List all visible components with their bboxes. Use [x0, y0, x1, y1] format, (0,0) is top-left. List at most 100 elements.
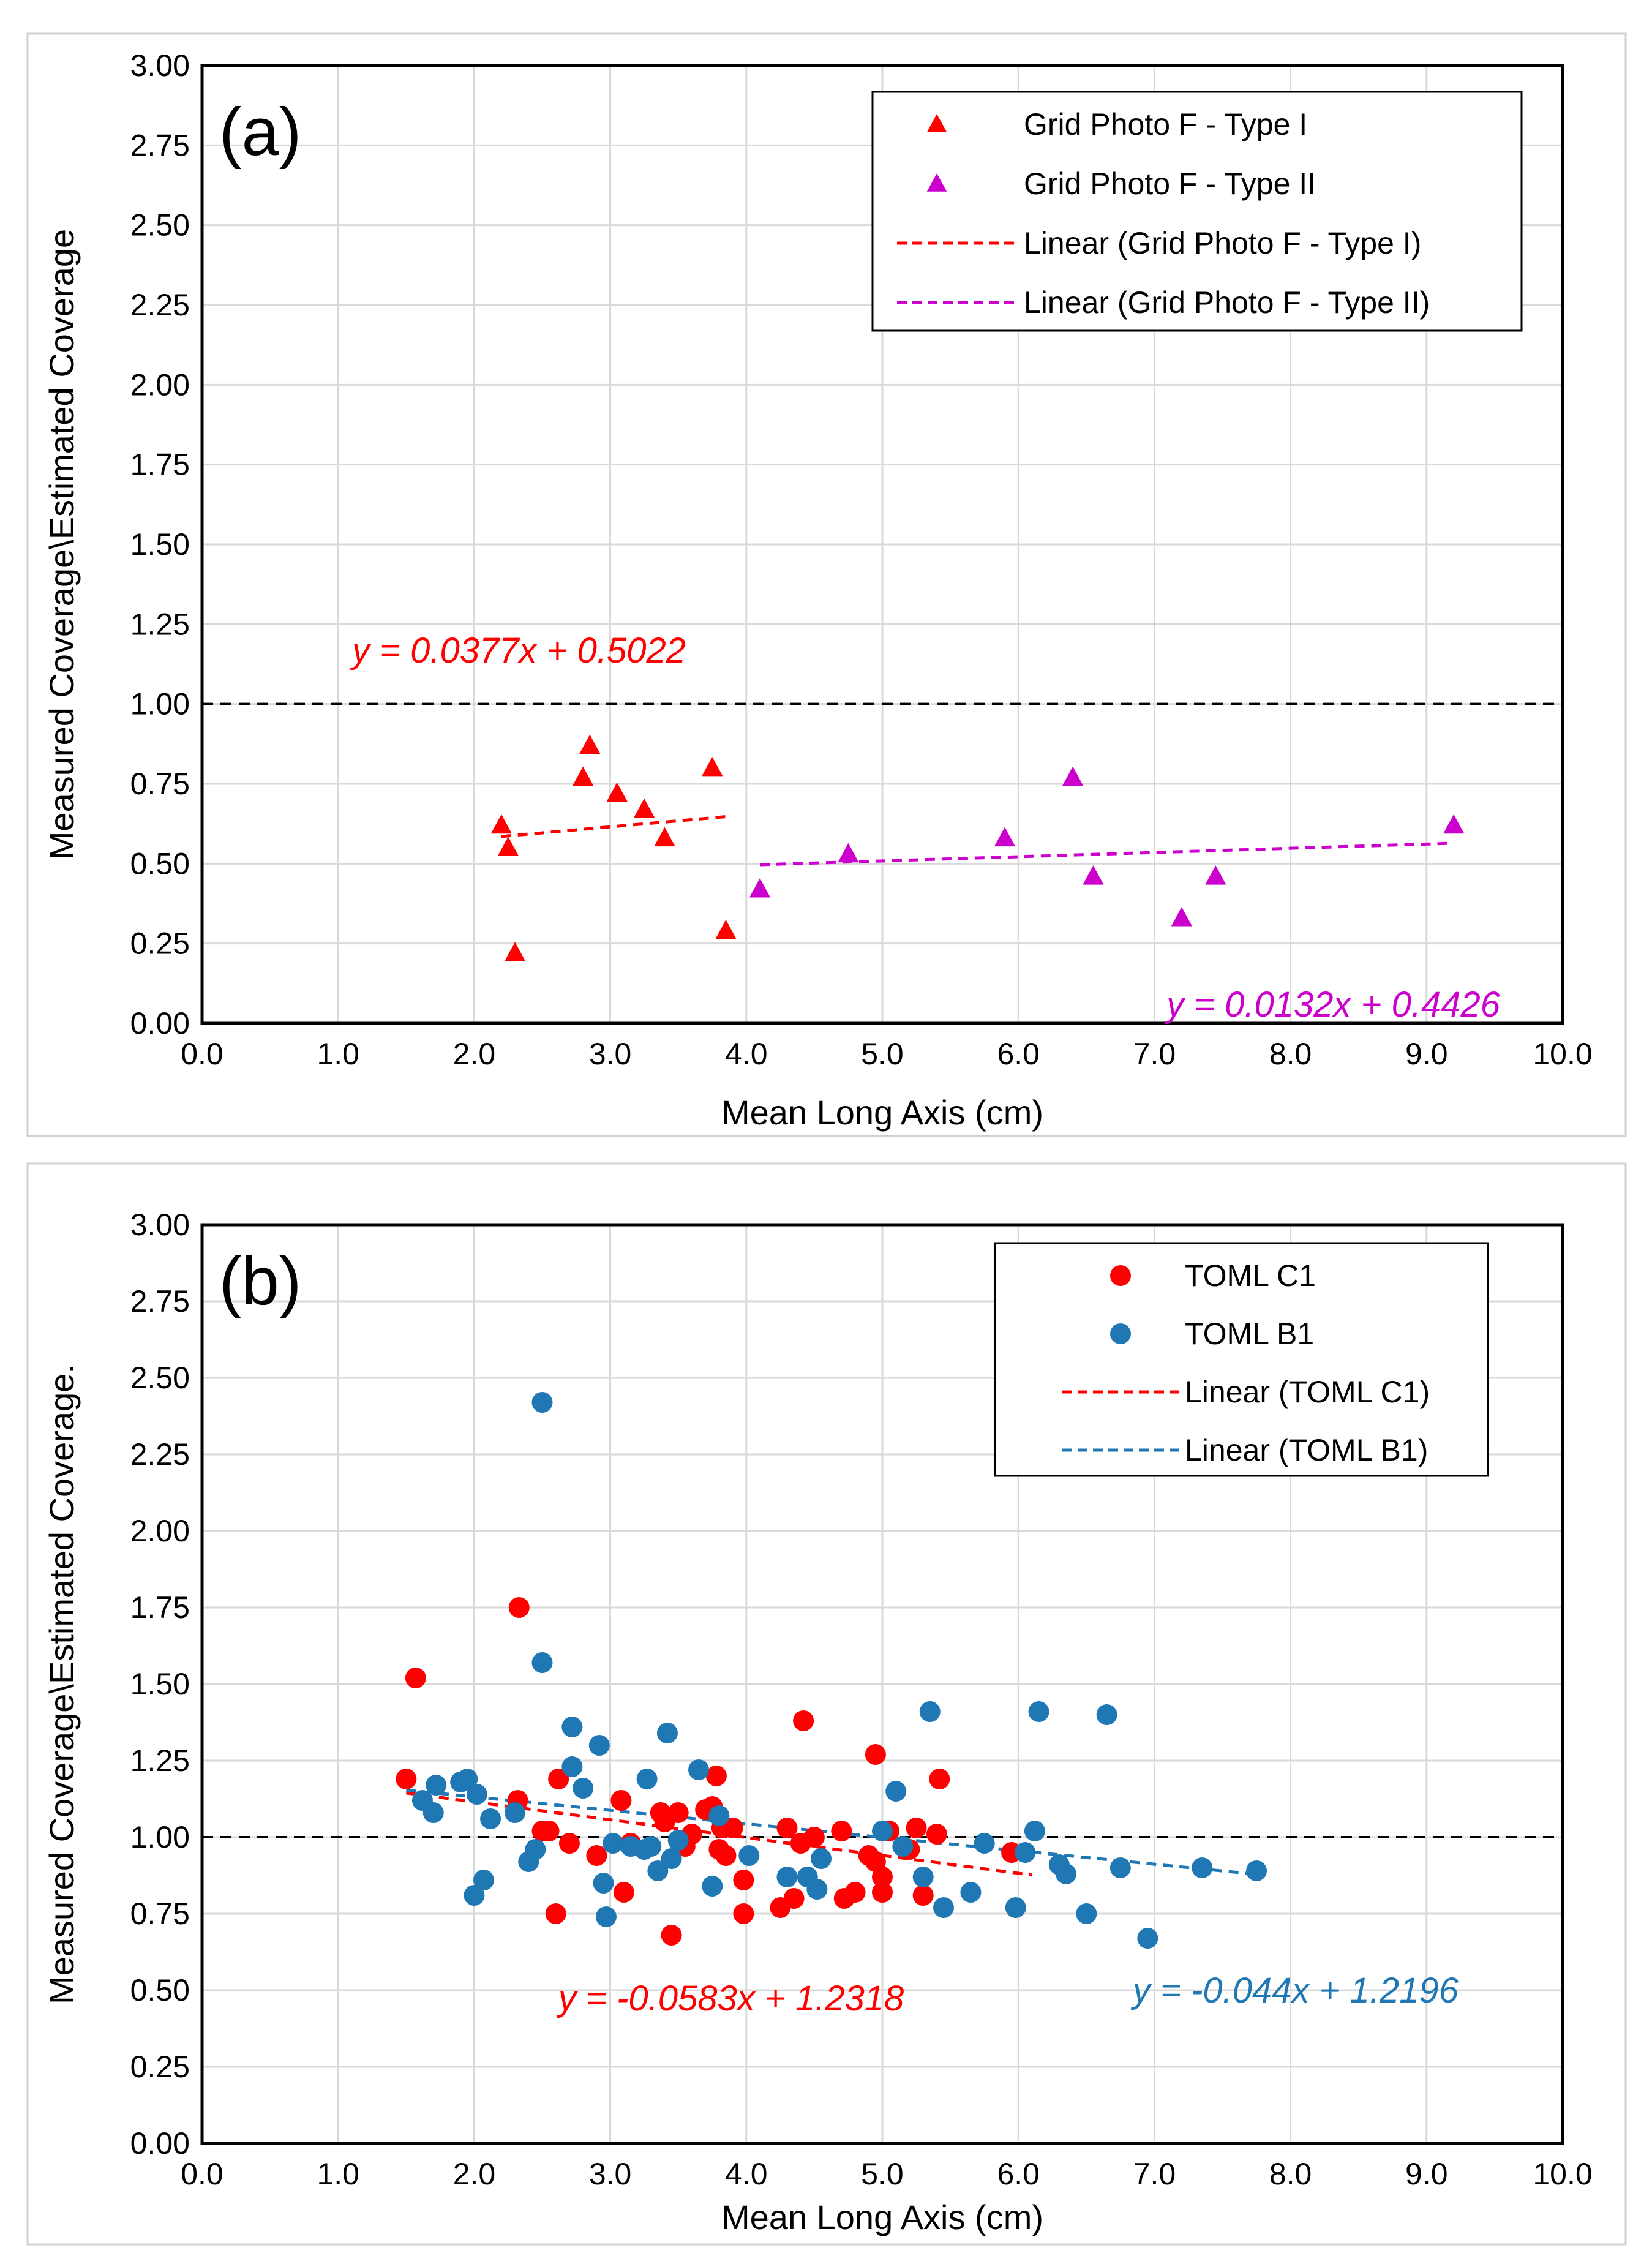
x-tick-label: 2.0 — [453, 2157, 496, 2191]
panel-a-label: (a) — [219, 94, 301, 170]
data-point — [490, 814, 512, 834]
y-tick-label: 3.00 — [130, 1208, 190, 1242]
x-tick-label: 0.0 — [181, 2157, 223, 2191]
data-point — [838, 843, 859, 863]
trendline — [501, 815, 726, 838]
data-point — [573, 766, 594, 786]
data-point — [749, 878, 771, 898]
y-tick-label: 1.25 — [130, 1743, 190, 1778]
x-tick-label: 6.0 — [997, 2157, 1040, 2191]
data-point — [405, 1668, 426, 1688]
data-point — [603, 1833, 624, 1854]
x-tick-label: 10.0 — [1533, 1037, 1592, 1071]
data-point — [715, 1845, 737, 1866]
data-point — [561, 1717, 583, 1737]
trendline-equation: y = -0.0583x + 1.2318 — [556, 1979, 904, 2018]
y-tick-label: 1.00 — [130, 687, 190, 721]
x-tick-label: 9.0 — [1405, 2157, 1448, 2191]
data-point — [872, 1882, 893, 1903]
x-tick-label: 4.0 — [725, 2157, 768, 2191]
data-point — [803, 1827, 825, 1848]
data-point — [1171, 906, 1192, 927]
y-tick-label: 1.75 — [130, 448, 190, 482]
data-point — [504, 942, 526, 961]
x-tick-label: 8.0 — [1269, 1037, 1312, 1071]
data-point — [1109, 1857, 1131, 1878]
data-point — [1205, 865, 1226, 885]
x-tick-label: 2.0 — [453, 1037, 496, 1071]
y-tick-label: 1.50 — [130, 527, 190, 562]
y-tick-label: 0.00 — [130, 2126, 190, 2161]
data-point — [926, 1824, 947, 1845]
data-point — [994, 827, 1016, 847]
data-point — [586, 1845, 607, 1866]
data-point — [661, 1925, 682, 1946]
data-point — [733, 1903, 754, 1924]
y-tick-label: 0.50 — [130, 846, 190, 881]
data-point — [593, 1873, 614, 1894]
data-point — [1062, 766, 1084, 786]
x-tick-label: 5.0 — [861, 1037, 904, 1071]
panel-a: 0.00 0.25 0.50 0.75 1.00 1.25 1.50 1.75 2.00 2.25… — [42, 48, 1593, 1132]
trendline-equation: y = -0.044x + 1.2196 — [1130, 1971, 1459, 2010]
data-point — [705, 1766, 727, 1786]
data-point — [806, 1879, 828, 1900]
data-point — [613, 1882, 634, 1903]
data-point — [396, 1769, 417, 1789]
legend-label: TOML B1 — [1185, 1317, 1314, 1351]
legend-marker — [1110, 1323, 1131, 1344]
panel-b-legend: TOML C1 TOML B1 Linear (TOML C1) Linear (TO… — [994, 1242, 1489, 1477]
data-point — [1028, 1701, 1049, 1722]
y-tick-label: 0.75 — [130, 1897, 190, 1931]
data-point — [733, 1870, 754, 1890]
y-tick-label: 1.50 — [130, 1667, 190, 1701]
data-point — [654, 827, 675, 847]
y-tick-label: 3.00 — [130, 48, 190, 83]
data-point — [702, 756, 723, 777]
x-tick-label: 3.0 — [589, 2157, 632, 2191]
data-point — [776, 1867, 798, 1887]
data-point — [457, 1769, 478, 1789]
y-tick-label: 2.50 — [130, 1361, 190, 1395]
panel-a-legend: Grid Photo F - Type I Grid Photo F - Type… — [871, 91, 1523, 332]
legend-label: TOML C1 — [1185, 1258, 1316, 1293]
data-point — [1055, 1863, 1076, 1884]
data-point — [634, 798, 655, 818]
panel-b-x-tick-labels: 0.0 1.0 2.0 3.0 4.0 5.0 6.0 7.0 8.0 9.0 10.0 — [181, 2157, 1592, 2191]
data-point — [722, 1818, 743, 1838]
data-point — [892, 1836, 914, 1857]
legend-label: Linear (Grid Photo F - Type I) — [1024, 226, 1421, 260]
data-point — [912, 1885, 934, 1906]
data-point — [538, 1821, 560, 1841]
data-point — [906, 1818, 927, 1838]
data-point — [1192, 1857, 1213, 1878]
data-point — [558, 1833, 580, 1854]
data-point — [464, 1885, 485, 1906]
panel-a-data-points — [490, 734, 1465, 961]
data-point — [929, 1769, 950, 1789]
data-point — [636, 1769, 658, 1789]
data-point — [573, 1778, 594, 1799]
data-point — [422, 1802, 444, 1823]
data-point — [783, 1888, 805, 1909]
panel-a-plot-area — [200, 64, 1564, 1025]
panel-b-y-axis-title: Measured Coverage\Estimated Coverage. — [42, 1364, 81, 2004]
data-point — [579, 734, 601, 754]
x-tick-label: 4.0 — [725, 1037, 768, 1071]
data-point — [508, 1597, 530, 1618]
legend-marker — [926, 114, 947, 132]
data-point — [595, 1906, 617, 1927]
data-point — [525, 1839, 546, 1860]
data-point — [872, 1821, 893, 1841]
data-point — [505, 1802, 526, 1823]
panel-b-plot-area — [200, 1223, 1564, 2145]
legend-label: Grid Photo F - Type II — [1024, 167, 1316, 201]
data-point — [1137, 1928, 1158, 1949]
x-tick-label: 3.0 — [589, 1037, 632, 1071]
data-point — [426, 1775, 447, 1796]
data-point — [661, 1848, 682, 1869]
panel-a-trendlines — [501, 815, 1454, 867]
y-tick-label: 2.00 — [130, 367, 190, 402]
data-point — [872, 1867, 893, 1887]
